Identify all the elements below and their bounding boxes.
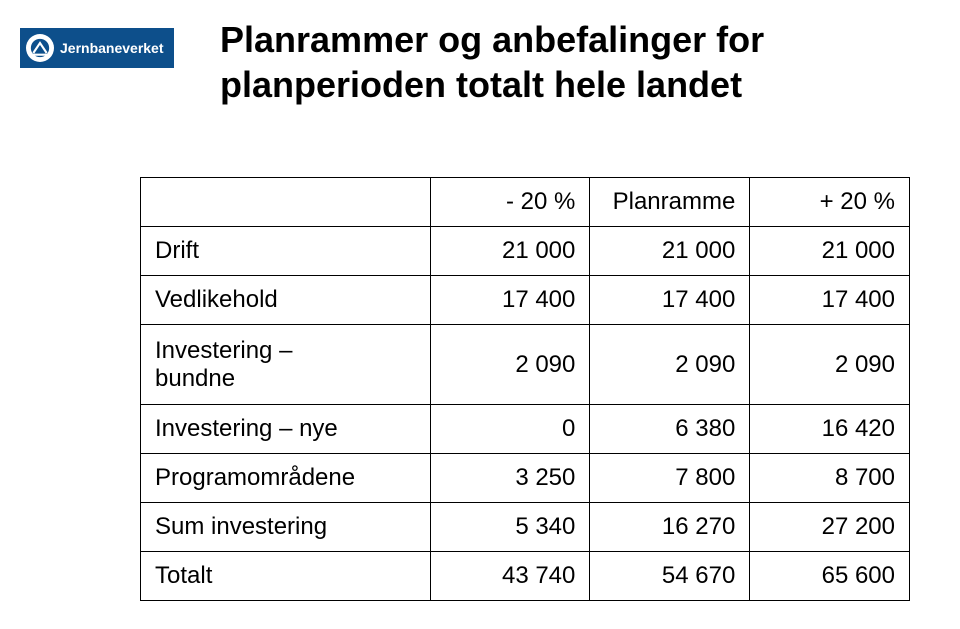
cell: 17 400 [430, 276, 590, 325]
cell: 21 000 [590, 227, 750, 276]
page-title: Planrammer og anbefalinger for planperio… [220, 17, 910, 107]
cell: 43 740 [430, 552, 590, 601]
row-label-sum-investering: Sum investering [141, 503, 431, 552]
cell: 16 270 [590, 503, 750, 552]
cell: 21 000 [750, 227, 910, 276]
cell: 5 340 [430, 503, 590, 552]
table-row: Drift 21 000 21 000 21 000 [141, 227, 910, 276]
cell: 7 800 [590, 454, 750, 503]
row-label-investering-nye: Investering – nye [141, 405, 431, 454]
cell: 2 090 [750, 325, 910, 405]
title-line-2: planperioden totalt hele landet [220, 64, 742, 105]
header-minus-20: - 20 % [430, 178, 590, 227]
header-blank [141, 178, 431, 227]
cell: 2 090 [430, 325, 590, 405]
cell: 65 600 [750, 552, 910, 601]
table-row: Vedlikehold 17 400 17 400 17 400 [141, 276, 910, 325]
cell: 17 400 [750, 276, 910, 325]
table-row: Investering –bundne 2 090 2 090 2 090 [141, 325, 910, 405]
cell: 17 400 [590, 276, 750, 325]
row-label-investering-bundne: Investering –bundne [141, 325, 431, 405]
row-label-programomraadene: Programområdene [141, 454, 431, 503]
cell: 27 200 [750, 503, 910, 552]
cell: 0 [430, 405, 590, 454]
cell: 21 000 [430, 227, 590, 276]
cell: 54 670 [590, 552, 750, 601]
table-row: Sum investering 5 340 16 270 27 200 [141, 503, 910, 552]
cell: 2 090 [590, 325, 750, 405]
cell: 16 420 [750, 405, 910, 454]
row-label-vedlikehold: Vedlikehold [141, 276, 431, 325]
header-planramme: Planramme [590, 178, 750, 227]
cell: 6 380 [590, 405, 750, 454]
rail-icon [26, 34, 54, 62]
cell: 8 700 [750, 454, 910, 503]
table-header-row: - 20 % Planramme + 20 % [141, 178, 910, 227]
cell: 3 250 [430, 454, 590, 503]
row-label-drift: Drift [141, 227, 431, 276]
table-row: Programområdene 3 250 7 800 8 700 [141, 454, 910, 503]
brand-logo: Jernbaneverket [20, 28, 174, 68]
table-row: Investering – nye 0 6 380 16 420 [141, 405, 910, 454]
brand-name: Jernbaneverket [60, 40, 164, 56]
row-label-totalt: Totalt [141, 552, 431, 601]
planrammer-table: - 20 % Planramme + 20 % Drift 21 000 21 … [140, 177, 910, 601]
title-line-1: Planrammer og anbefalinger for [220, 19, 764, 60]
data-table-container: - 20 % Planramme + 20 % Drift 21 000 21 … [140, 177, 910, 601]
header-plus-20: + 20 % [750, 178, 910, 227]
table-row: Totalt 43 740 54 670 65 600 [141, 552, 910, 601]
